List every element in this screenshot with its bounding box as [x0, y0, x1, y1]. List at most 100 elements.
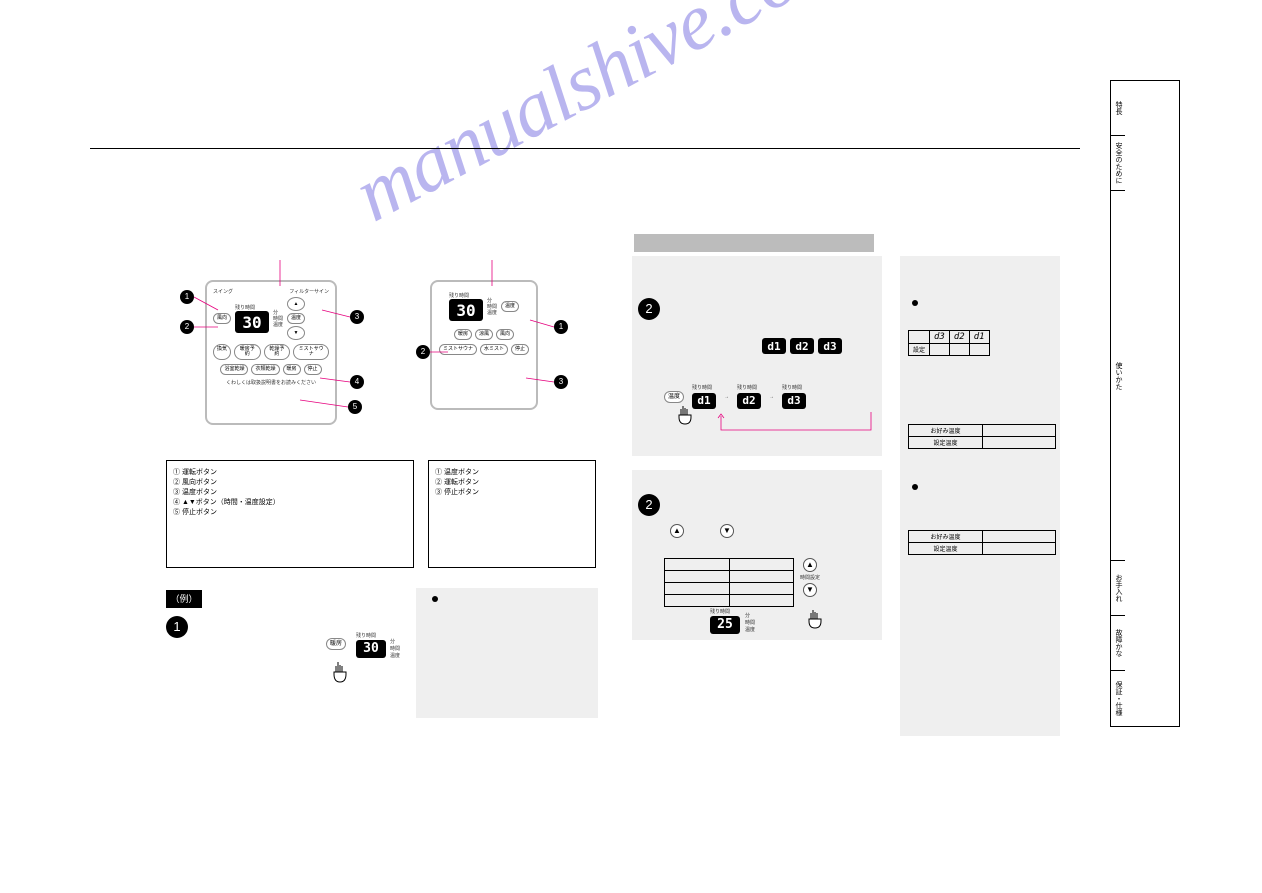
table-cell — [909, 331, 930, 344]
temp-button[interactable]: 温度 — [664, 391, 684, 403]
time-range-table — [664, 558, 794, 607]
callout-lines — [0, 0, 1262, 893]
bullet-icon — [912, 484, 918, 490]
table-cell — [969, 344, 989, 356]
callout-marker: 2 — [416, 345, 430, 359]
legend-line: ③ 温度ボタン — [173, 487, 407, 497]
memory-title-bar — [634, 234, 874, 252]
horizontal-rule — [90, 148, 1080, 149]
stop-button[interactable]: 停止 — [304, 364, 322, 375]
down-button[interactable]: ▼ — [287, 326, 305, 340]
legend-line: ⑤ 停止ボタン — [173, 507, 407, 517]
wind-button[interactable]: 風向 — [213, 313, 231, 324]
mode-button[interactable]: ミストサウナ — [293, 344, 329, 360]
table-cell: 設定 — [909, 344, 930, 356]
mode-button[interactable]: 風向 — [496, 329, 514, 340]
mode-button[interactable]: 暖房 — [454, 329, 472, 340]
unit-label: 時間 — [273, 316, 283, 322]
step1-graphic: 暖房 — [326, 638, 346, 650]
bullet-icon — [432, 596, 438, 602]
table-cell: d3 — [930, 331, 950, 344]
unit-label: 時間 — [745, 619, 755, 626]
table-cell — [729, 559, 794, 571]
table-cell — [983, 531, 1056, 543]
section-tabs: 特長 安全のために 使いかた お手入れ 故障かな 保証・仕様 — [1110, 80, 1180, 727]
dressing-room-remote: 残り時間 30 分 時間 温度 温度 暖房 涼風 風向 ミストサウナ 水ミスト … — [430, 280, 538, 410]
table-cell — [665, 559, 730, 571]
lcd-display: 30 — [356, 640, 386, 658]
mode-button[interactable]: ミストサウナ — [439, 344, 477, 355]
bathroom-remote: スイング フィルターサイン 風向 残り時間 30 分 時間 温度 ▲ 温度 ▼ … — [205, 280, 337, 425]
arrow-stack: ▲ 時間設定 ▼ — [800, 558, 820, 597]
table-cell — [729, 571, 794, 583]
heat-button[interactable]: 暖房 — [326, 638, 346, 650]
table-cell — [729, 595, 794, 607]
arrow-icon: → — [724, 394, 729, 400]
lcd-code: d2 — [790, 338, 814, 354]
step2-bg — [632, 470, 882, 640]
legend-box-right: ① 温度ボタン ② 運転ボタン ③ 停止ボタン — [428, 460, 596, 568]
tab-item: お手入れ — [1111, 561, 1125, 616]
memory-code-table: d3 d2 d1 設定 — [908, 330, 990, 356]
lcd-code: d2 — [737, 393, 761, 409]
up-button[interactable]: ▲ — [670, 524, 684, 538]
unit-label: 温度 — [390, 652, 400, 659]
hand-icon — [676, 404, 694, 428]
callout-marker: 3 — [350, 310, 364, 324]
down-button[interactable]: ▼ — [803, 583, 817, 597]
lcd-code: d1 — [762, 338, 786, 354]
hand-icon — [806, 608, 824, 632]
mode-button[interactable]: 浴室乾燥 — [220, 364, 248, 375]
step-number: 2 — [638, 494, 660, 516]
temp-button[interactable]: 温度 — [287, 313, 305, 324]
mode-button[interactable]: 涼風 — [475, 329, 493, 340]
down-button[interactable]: ▼ — [720, 524, 734, 538]
arrow-icon: → — [769, 394, 774, 400]
legend-box-left: ① 運転ボタン ② 風向ボタン ③ 温度ボタン ④ ▲▼ボタン（時間・温度設定）… — [166, 460, 414, 568]
mode-button[interactable]: 暖房予約 — [234, 344, 261, 360]
tab-item: 使いかた — [1111, 191, 1125, 561]
up-button[interactable]: ▲ — [803, 558, 817, 572]
pref-temp-table: お好み温度 設定温度 — [908, 424, 1056, 449]
tab-item: 安全のために — [1111, 136, 1125, 191]
callout-marker: 1 — [554, 320, 568, 334]
mode-button[interactable]: 換気 — [213, 344, 231, 360]
mode-button[interactable]: 水ミスト — [480, 344, 508, 355]
table-cell — [983, 437, 1056, 449]
table-cell — [949, 344, 969, 356]
legend-line: ④ ▲▼ボタン（時間・温度設定） — [173, 497, 407, 507]
table-cell — [665, 595, 730, 607]
table-cell: d2 — [949, 331, 969, 344]
example-tag: （例） — [166, 590, 202, 608]
table-cell — [983, 543, 1056, 555]
pref-temp-table-2: お好み温度 設定温度 — [908, 530, 1056, 555]
lcd-display: 30 — [449, 299, 483, 321]
loop-arrow — [716, 412, 876, 442]
unit-label: 温度 — [487, 310, 497, 316]
mode-button[interactable]: 暖房 — [283, 364, 301, 375]
lcd-label: 残り時間 — [692, 384, 716, 391]
stop-button[interactable]: 停止 — [511, 344, 529, 355]
legend-line: ① 運転ボタン — [173, 467, 407, 477]
step-number: 2 — [638, 298, 660, 320]
unit-label: 分 — [390, 638, 400, 645]
lcd-display: 30 — [235, 311, 269, 333]
lcd-label: 残り時間 — [782, 384, 806, 391]
tab-item: 特長 — [1111, 81, 1125, 136]
lcd-label: 残り時間 — [449, 292, 483, 299]
temp-button[interactable]: 温度 — [501, 301, 519, 312]
memory-codes-row: d1 d2 d3 — [762, 338, 842, 354]
table-cell — [665, 583, 730, 595]
mode-button[interactable]: 衣類乾燥 — [251, 364, 279, 375]
table-cell — [729, 583, 794, 595]
up-button[interactable]: ▲ — [287, 297, 305, 311]
table-cell — [665, 571, 730, 583]
table-cell: 設定温度 — [909, 437, 983, 449]
unit-label: 分 — [745, 612, 755, 619]
callout-marker: 5 — [348, 400, 362, 414]
lcd-label: 残り時間 — [737, 384, 761, 391]
step1-illustration-bg — [416, 588, 598, 718]
unit-label: 時間 — [487, 304, 497, 310]
remote-label: フィルターサイン — [289, 288, 329, 295]
mode-button[interactable]: 乾燥予約 — [264, 344, 291, 360]
